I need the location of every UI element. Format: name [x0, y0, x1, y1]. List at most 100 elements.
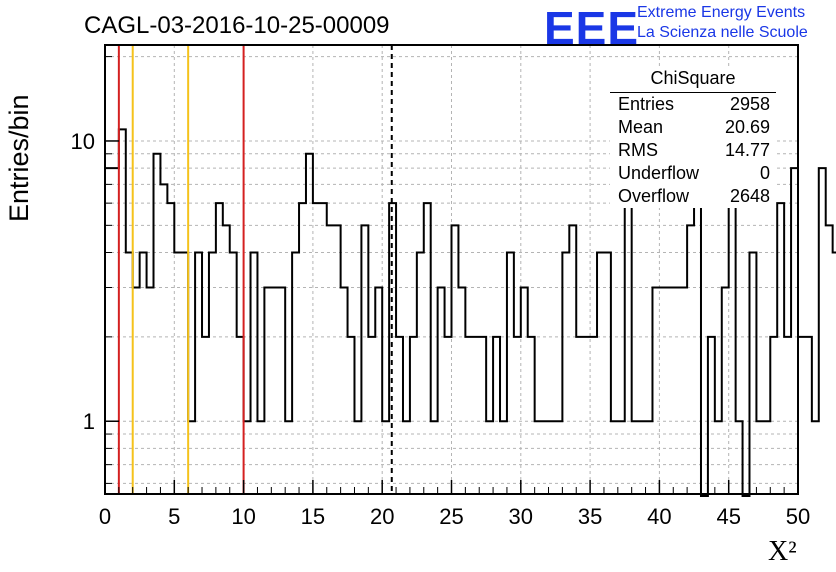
x-tick-label: 30 [509, 504, 533, 529]
stats-value: 2648 [729, 186, 770, 206]
stats-label: Underflow [618, 163, 700, 183]
histogram-bin [341, 288, 348, 494]
histogram-bin [458, 288, 465, 494]
stats-title: ChiSquare [610, 66, 776, 93]
histogram-bin [147, 288, 154, 494]
histogram-bin [770, 337, 777, 494]
histogram-bin [666, 288, 673, 494]
histogram-bin [445, 337, 452, 494]
histogram-bin [659, 288, 666, 494]
histogram-bin [777, 203, 784, 494]
y-tick-label: 1 [83, 409, 95, 434]
histogram-bin [417, 252, 424, 494]
histogram-bin [729, 168, 736, 494]
chart-title: CAGL-03-2016-10-25-00009 [84, 12, 390, 39]
stats-value: 20.69 [724, 117, 770, 137]
histogram-bin [424, 203, 431, 494]
histogram-bin [361, 225, 368, 494]
eee-logo: EEE [544, 2, 640, 54]
x-tick-label: 45 [716, 504, 740, 529]
x-tick-label: 15 [301, 504, 325, 529]
stats-value: 14.77 [724, 140, 770, 160]
histogram-bin [472, 337, 479, 494]
histogram-bin [479, 337, 486, 494]
histogram-bin [140, 252, 147, 494]
histogram-bin [805, 337, 812, 494]
histogram-bin [167, 203, 174, 494]
logo-line-2: La Scienza nelle Scuole [637, 24, 808, 41]
x-tick-label: 50 [786, 504, 810, 529]
histogram-bin [313, 203, 320, 494]
histogram-bin [278, 288, 285, 494]
histogram-bin [327, 225, 334, 494]
histogram-bin [680, 288, 687, 494]
histogram-bin [410, 337, 417, 494]
histogram-bin [292, 252, 299, 494]
histogram-bin [798, 337, 805, 494]
histogram-bin [569, 225, 576, 494]
x-tick-label: 5 [168, 504, 180, 529]
stats-row: Entries 2958 [610, 93, 776, 116]
histogram-bin [791, 168, 798, 494]
histogram-bin [694, 203, 701, 494]
histogram-bin [833, 252, 836, 494]
histogram-bin [562, 252, 569, 494]
histogram-bin [126, 252, 133, 494]
histogram-bin [604, 252, 611, 494]
histogram-bin [174, 252, 181, 494]
histogram-bin [673, 288, 680, 494]
histogram-bin [784, 337, 791, 494]
histogram-bin [195, 252, 202, 494]
histogram-bin [749, 252, 756, 494]
x-tick-label: 20 [370, 504, 394, 529]
histogram-bin [133, 288, 140, 494]
histogram-bin [320, 203, 327, 494]
x-tick-label: 0 [99, 504, 111, 529]
histogram-bin [348, 337, 355, 494]
histogram-bin [368, 337, 375, 494]
x-tick-label: 40 [647, 504, 671, 529]
stats-label: Mean [618, 117, 664, 137]
histogram-bin [112, 168, 119, 494]
histogram-bin [216, 203, 223, 494]
y-axis-label: Entries/bin [4, 94, 34, 222]
x-axis-label: X² [768, 536, 797, 567]
histogram-steps [105, 128, 836, 497]
histogram-bin [465, 337, 472, 494]
histogram-bin [154, 154, 161, 494]
histogram-bin [722, 288, 729, 494]
histogram-bin [202, 337, 209, 494]
histogram-bin [181, 252, 188, 494]
histogram-bin [452, 225, 459, 494]
x-tick-label: 10 [231, 504, 255, 529]
histogram-bin [819, 168, 826, 494]
histogram-bin [583, 337, 590, 494]
histogram-bin [299, 203, 306, 494]
y-tick-label: 10 [71, 129, 95, 154]
histogram-bin [237, 337, 244, 494]
logo-line-1: Extreme Energy Events [637, 4, 806, 21]
histogram-bin [306, 154, 313, 494]
stats-label: RMS [618, 140, 658, 160]
histogram-bin [576, 337, 583, 494]
histogram-bin [264, 288, 271, 494]
stats-row: RMS 14.77 [610, 139, 776, 162]
histogram-bin [396, 337, 403, 494]
histogram-bin [812, 421, 819, 494]
histogram-bin [514, 337, 521, 494]
histogram-bin [687, 225, 694, 494]
stats-value: 0 [759, 163, 770, 183]
histogram-bin [625, 203, 632, 494]
stats-value: 2958 [729, 94, 770, 114]
histogram-bin [105, 168, 112, 494]
histogram-bin [493, 337, 500, 494]
x-tick-label: 35 [578, 504, 602, 529]
histogram-bin [271, 288, 278, 494]
histogram-bin [826, 225, 833, 494]
x-tick-label: 25 [439, 504, 463, 529]
histogram-bin [251, 252, 258, 494]
histogram-bin [708, 337, 715, 494]
histogram-bin [334, 225, 341, 494]
stats-row: Overflow 2648 [610, 185, 776, 208]
histogram-bin [590, 337, 597, 494]
